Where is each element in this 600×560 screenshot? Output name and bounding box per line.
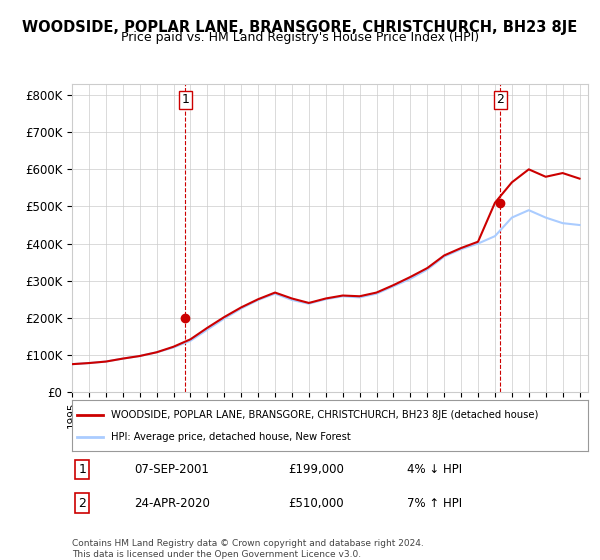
Text: Contains HM Land Registry data © Crown copyright and database right 2024.: Contains HM Land Registry data © Crown c… xyxy=(72,539,424,548)
Text: 7% ↑ HPI: 7% ↑ HPI xyxy=(407,497,463,510)
Text: £199,000: £199,000 xyxy=(289,463,344,476)
Text: 2: 2 xyxy=(79,497,86,510)
Text: 2: 2 xyxy=(496,93,504,106)
Text: This data is licensed under the Open Government Licence v3.0.: This data is licensed under the Open Gov… xyxy=(72,550,361,559)
Text: 1: 1 xyxy=(181,93,189,106)
Text: £510,000: £510,000 xyxy=(289,497,344,510)
Text: 1: 1 xyxy=(79,463,86,476)
Text: WOODSIDE, POPLAR LANE, BRANSGORE, CHRISTCHURCH, BH23 8JE (detached house): WOODSIDE, POPLAR LANE, BRANSGORE, CHRIST… xyxy=(110,409,538,419)
Text: HPI: Average price, detached house, New Forest: HPI: Average price, detached house, New … xyxy=(110,432,350,442)
Text: WOODSIDE, POPLAR LANE, BRANSGORE, CHRISTCHURCH, BH23 8JE: WOODSIDE, POPLAR LANE, BRANSGORE, CHRIST… xyxy=(22,20,578,35)
Text: 24-APR-2020: 24-APR-2020 xyxy=(134,497,210,510)
Text: 07-SEP-2001: 07-SEP-2001 xyxy=(134,463,209,476)
Text: Price paid vs. HM Land Registry's House Price Index (HPI): Price paid vs. HM Land Registry's House … xyxy=(121,31,479,44)
Text: 4% ↓ HPI: 4% ↓ HPI xyxy=(407,463,463,476)
